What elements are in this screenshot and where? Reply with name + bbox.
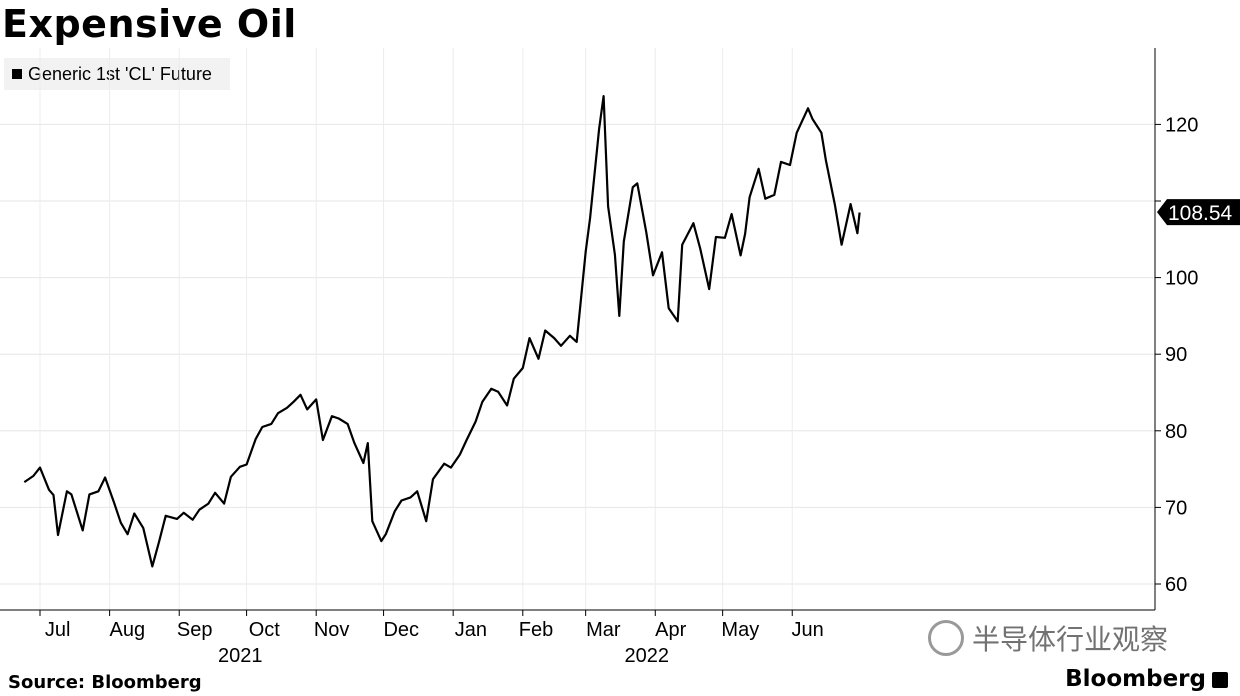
chart-legend: Generic 1st 'CL' Future: [4, 58, 230, 90]
chart-title: Expensive Oil: [2, 2, 297, 46]
x-tick-label: Jun: [792, 619, 824, 641]
source-note: Source: Bloomberg: [8, 672, 202, 693]
legend-swatch-icon: [12, 69, 22, 79]
x-tick-label: Jul: [45, 619, 71, 641]
brand-logo: Bloomberg: [1065, 666, 1206, 692]
last-value-label: 108.54: [1168, 202, 1233, 225]
last-value-callout: [1157, 199, 1240, 226]
y-tick-label: 70: [1165, 497, 1187, 519]
series-line: [23, 94, 861, 568]
x-tick-label: Feb: [519, 619, 553, 641]
legend-label: Generic 1st 'CL' Future: [28, 63, 212, 84]
y-tick-label: 90: [1165, 344, 1187, 366]
x-tick-label: Sep: [177, 619, 213, 641]
watermark-text: 半导体行业观察: [972, 624, 1169, 655]
x-tick-label: Aug: [109, 619, 145, 641]
x-year-label: 2022: [624, 645, 669, 667]
x-tick-label: Oct: [249, 619, 281, 641]
x-tick-label: Dec: [383, 619, 419, 641]
x-year-label: 2021: [218, 645, 263, 667]
x-tick-label: Jan: [455, 619, 487, 641]
y-tick-label: 60: [1165, 574, 1187, 596]
wechat-icon: [928, 620, 964, 656]
y-tick-label: 120: [1165, 114, 1198, 136]
x-tick-label: Mar: [586, 619, 621, 641]
y-tick-label: 100: [1165, 268, 1198, 290]
x-tick-label: Nov: [314, 619, 350, 641]
x-tick-label: May: [721, 619, 759, 641]
x-tick-label: Apr: [655, 619, 686, 641]
y-tick-label: 80: [1165, 421, 1187, 443]
watermark: 半导体行业观察: [928, 618, 1168, 658]
bloomberg-chart-icon: [1212, 672, 1228, 688]
